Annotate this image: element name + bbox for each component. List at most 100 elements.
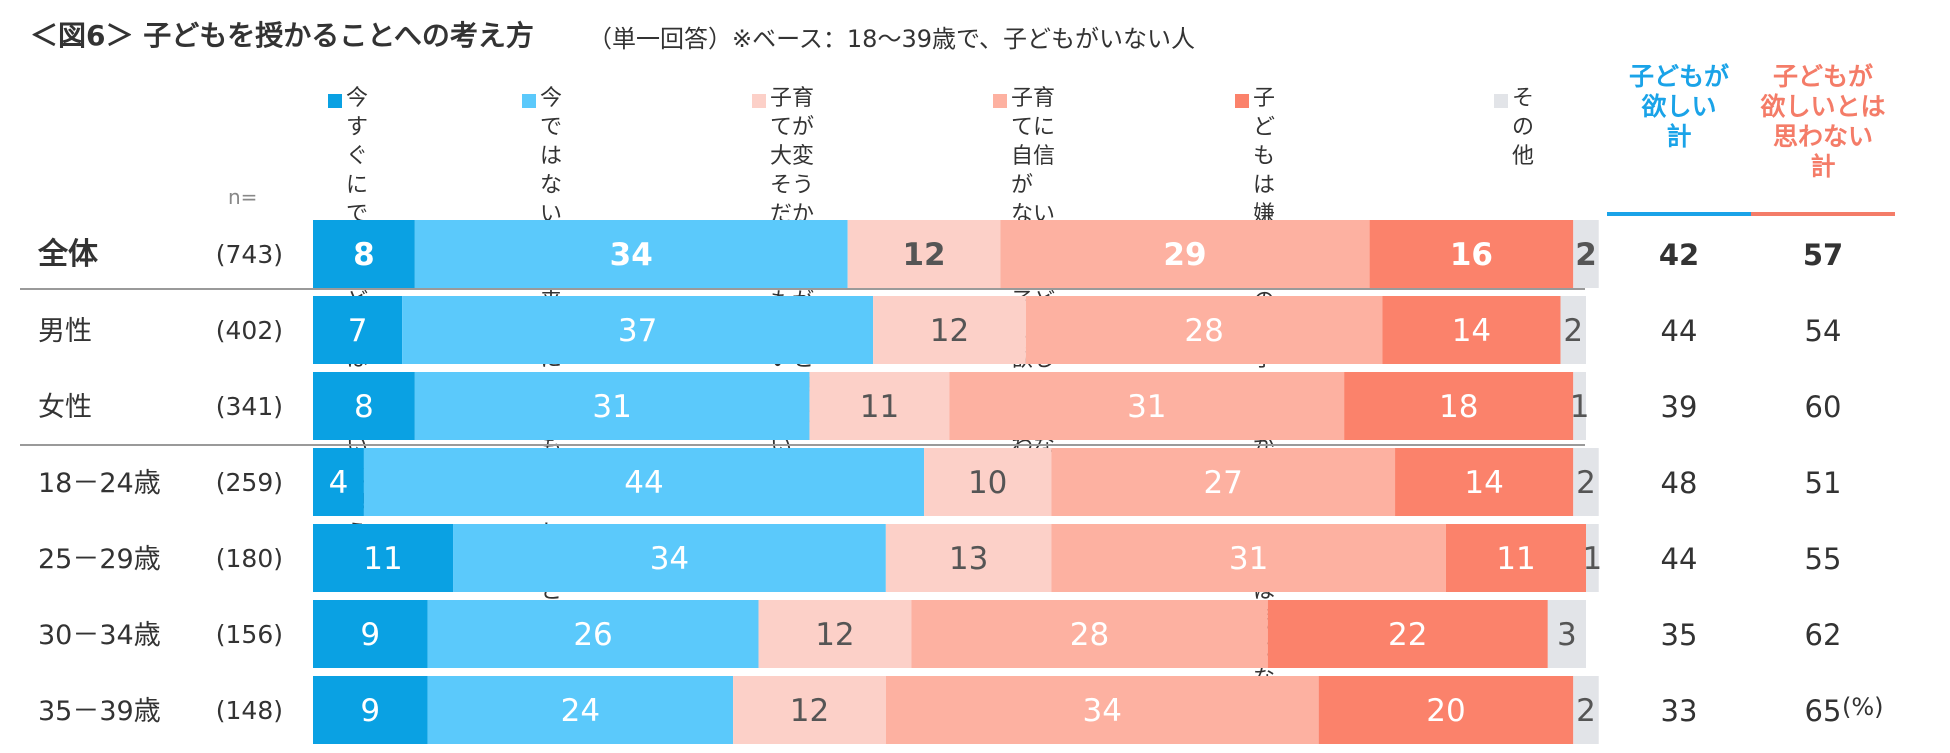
bar-value-label: 34 bbox=[1083, 693, 1122, 729]
bar-segment bbox=[414, 220, 848, 288]
bar-segment bbox=[1000, 220, 1370, 288]
bar-value-label: 4 bbox=[329, 465, 349, 501]
bar-segment bbox=[1445, 524, 1586, 592]
not-want-total-underline bbox=[1751, 212, 1895, 216]
legend-swatch bbox=[1494, 94, 1508, 108]
bar-value-label: 20 bbox=[1426, 693, 1465, 729]
bar-value-label: 31 bbox=[592, 389, 631, 425]
bar-segment bbox=[1573, 676, 1599, 744]
bar-segment bbox=[1395, 448, 1574, 516]
bar-value-label: 12 bbox=[902, 237, 945, 273]
want-total-value: 44 bbox=[1661, 542, 1698, 576]
not-want-total-value: 51 bbox=[1805, 466, 1842, 500]
bar-segment bbox=[885, 676, 1319, 744]
bar-segment bbox=[402, 296, 874, 364]
legend-swatch bbox=[328, 94, 342, 108]
bar-value-label: 34 bbox=[610, 237, 653, 273]
bar-segment bbox=[1267, 600, 1548, 668]
not-want-total-header: 子どもが 欲しいとは 思わない 計 bbox=[1760, 62, 1886, 181]
row-label: 男性 bbox=[38, 316, 92, 347]
bar-value-label: 27 bbox=[1203, 465, 1242, 501]
legend-label: その他 bbox=[1512, 86, 1535, 169]
bar-value-label: 44 bbox=[624, 465, 663, 501]
bar-value-label: 29 bbox=[1163, 237, 1206, 273]
row-n: (743) bbox=[216, 240, 283, 269]
bar-segment bbox=[313, 448, 364, 516]
bar-segment bbox=[313, 296, 403, 364]
bar-segment bbox=[1369, 220, 1574, 288]
bar-value-label: 3 bbox=[1557, 617, 1577, 653]
bar-value-label: 1 bbox=[1570, 389, 1590, 425]
bar-segment bbox=[1547, 600, 1586, 668]
want-total-underline bbox=[1607, 212, 1751, 216]
bar-value-label: 11 bbox=[1496, 541, 1535, 577]
bar-segment bbox=[1025, 296, 1383, 364]
bar-segment bbox=[1318, 676, 1574, 744]
bar-segment bbox=[313, 524, 454, 592]
bar-value-label: 2 bbox=[1576, 465, 1596, 501]
bar-segment bbox=[924, 448, 1052, 516]
bar-value-label: 16 bbox=[1450, 237, 1493, 273]
row-label: 30－34歳 bbox=[38, 620, 161, 651]
bar-value-label: 8 bbox=[354, 389, 374, 425]
bar-value-label: 8 bbox=[353, 237, 375, 273]
bar-value-label: 11 bbox=[363, 541, 402, 577]
bar-segment bbox=[1051, 448, 1396, 516]
row-n: (341) bbox=[216, 392, 283, 421]
want-total-header: 子どもが 欲しい 計 bbox=[1628, 62, 1729, 151]
bar-value-label: 28 bbox=[1070, 617, 1109, 653]
bar-segment bbox=[911, 600, 1268, 668]
want-total-value: 33 bbox=[1661, 694, 1698, 728]
bar-segment bbox=[1344, 372, 1574, 440]
bar-segment bbox=[1573, 220, 1599, 288]
bar-value-label: 2 bbox=[1563, 313, 1583, 349]
bar-value-label: 14 bbox=[1464, 465, 1503, 501]
bar-value-label: 11 bbox=[860, 389, 899, 425]
legend-swatch bbox=[522, 94, 536, 108]
not-want-total-value: 62 bbox=[1805, 618, 1842, 652]
bar-value-label: 37 bbox=[618, 313, 657, 349]
bar-segment bbox=[414, 372, 810, 440]
bar-segment bbox=[809, 372, 950, 440]
not-want-total-value: 55 bbox=[1805, 542, 1842, 576]
want-total-value: 35 bbox=[1661, 618, 1698, 652]
bar-value-label: 12 bbox=[790, 693, 829, 729]
bar-value-label: 1 bbox=[1582, 541, 1602, 577]
bar-segment bbox=[949, 372, 1345, 440]
bar-value-label: 12 bbox=[930, 313, 969, 349]
bar-segment bbox=[427, 676, 734, 744]
want-total-value: 42 bbox=[1659, 238, 1699, 272]
row-label: 25－29歳 bbox=[38, 544, 161, 575]
bar-segment bbox=[313, 372, 415, 440]
bar-value-label: 31 bbox=[1229, 541, 1268, 577]
n-label: n= bbox=[228, 185, 258, 209]
row-n: (180) bbox=[216, 544, 283, 573]
bar-segment bbox=[885, 524, 1052, 592]
not-want-total-value: 57 bbox=[1803, 238, 1843, 272]
bar-value-label: 2 bbox=[1575, 237, 1597, 273]
bar-segment bbox=[873, 296, 1026, 364]
want-total-value: 48 bbox=[1661, 466, 1698, 500]
bar-value-label: 24 bbox=[561, 693, 600, 729]
row-n: (148) bbox=[216, 696, 283, 725]
row-label: 35－39歳 bbox=[38, 696, 161, 727]
bar-segment bbox=[313, 676, 428, 744]
bar-segment bbox=[1573, 372, 1586, 440]
want-total-value: 39 bbox=[1661, 390, 1698, 424]
row-n: (259) bbox=[216, 468, 283, 497]
bar-value-label: 14 bbox=[1452, 313, 1491, 349]
legend-swatch bbox=[752, 94, 766, 108]
bar-value-label: 26 bbox=[573, 617, 612, 653]
bar-segment bbox=[363, 448, 925, 516]
bar-value-label: 28 bbox=[1184, 313, 1223, 349]
bar-value-label: 9 bbox=[360, 693, 380, 729]
row-label: 全体 bbox=[37, 237, 99, 272]
figure-subtitle: （単一回答）※ベース：18～39歳で、子どもがいない人 bbox=[588, 25, 1196, 53]
bar-segment bbox=[313, 220, 415, 288]
not-want-total-value: 54 bbox=[1805, 314, 1842, 348]
bar-value-label: 12 bbox=[815, 617, 854, 653]
bar-value-label: 10 bbox=[968, 465, 1007, 501]
bar-value-label: 13 bbox=[949, 541, 988, 577]
bar-value-label: 2 bbox=[1576, 693, 1596, 729]
legend-swatch bbox=[993, 94, 1007, 108]
